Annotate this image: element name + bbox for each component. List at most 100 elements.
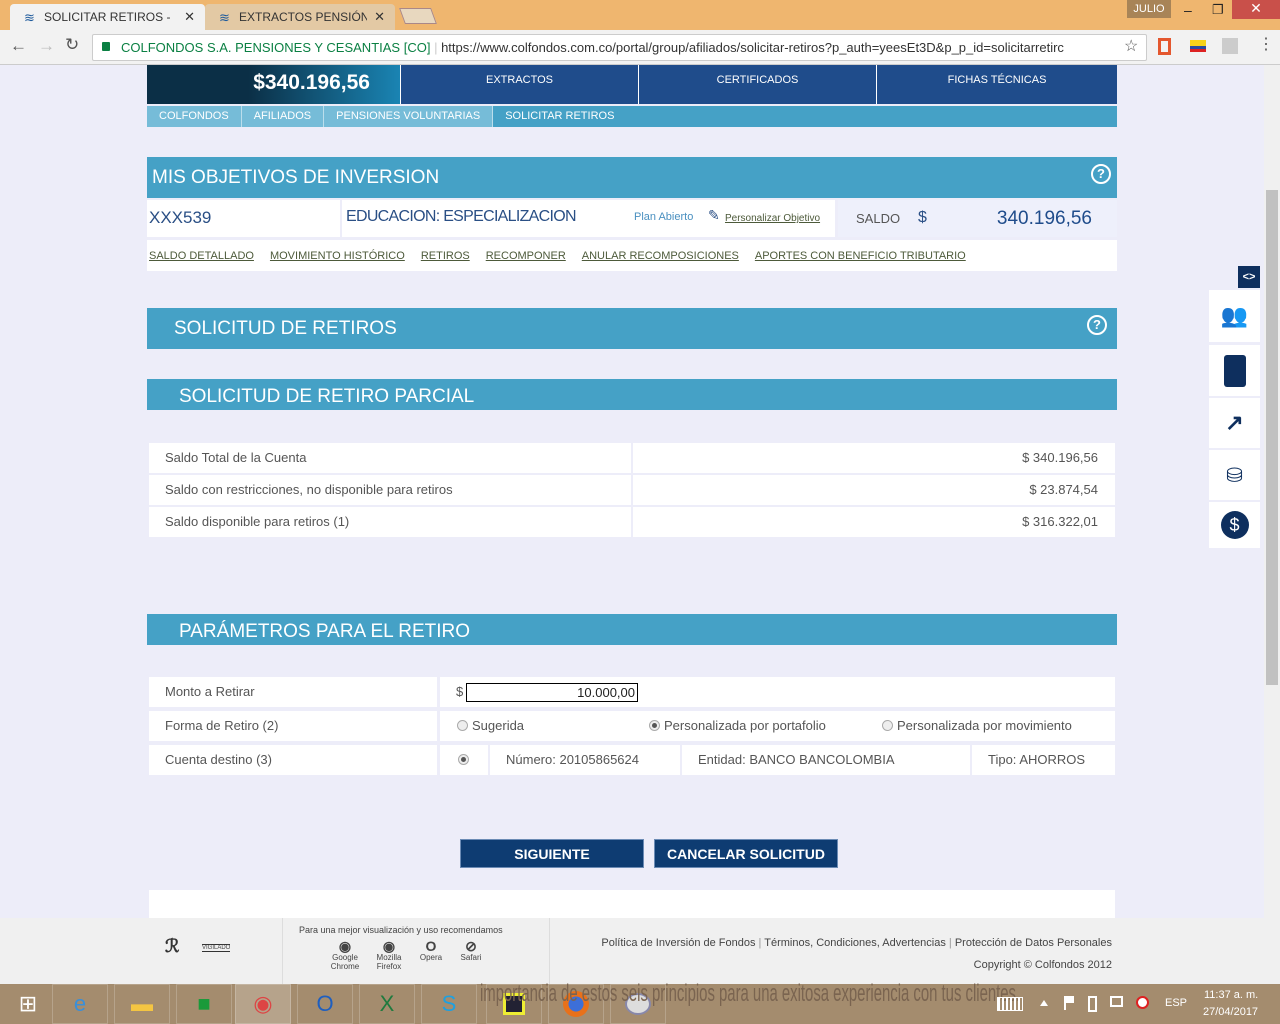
site-identity: COLFONDOS S.A. PENSIONES Y CESANTIAS [CO… [121, 40, 431, 55]
office-extension-icon[interactable] [1158, 38, 1171, 55]
link-proteccion-datos[interactable]: Protección de Datos Personales [954, 937, 1112, 949]
restore-icon[interactable]: ❐ [1212, 2, 1224, 17]
close-tab-icon[interactable]: ✕ [184, 9, 195, 24]
siguiente-button[interactable]: SIGUIENTE [460, 839, 644, 868]
browser-tab-bar: ≋ SOLICITAR RETIROS - Life ✕ ≋ EXTRACTOS PE… [0, 0, 1280, 30]
back-icon[interactable]: ← [10, 36, 27, 55]
notes-box [149, 890, 1115, 918]
breadcrumb-pensiones-voluntarias[interactable]: PENSIONES VOLUNTARIAS [324, 106, 494, 127]
colombia-flag-icon[interactable] [1190, 40, 1206, 52]
advisor-icon[interactable]: 👥 [1209, 290, 1260, 342]
forma-options: Sugerida Personalizada por portafolio Pe… [440, 711, 1115, 741]
colfondos-favicon-icon: ≋ [24, 10, 35, 25]
clock-time[interactable]: 11:37 a. m. [1204, 989, 1259, 1001]
scrollbar-thumb[interactable] [1266, 190, 1278, 685]
paint-taskbar-icon[interactable] [610, 984, 666, 1024]
link-recomponer[interactable]: RECOMPONER [485, 250, 566, 262]
link-aportes-beneficio[interactable]: APORTES CON BENEFICIO TRIBUTARIO [754, 250, 966, 262]
row-value: $ 340.196,56 [633, 443, 1115, 473]
pdf-extension-icon[interactable] [1222, 38, 1238, 54]
chrome-link[interactable]: ◉ Google Chrome [330, 938, 360, 971]
objetivos-header: MIS OBJETIVOS DE INVERSION? [147, 157, 1117, 198]
safari-link[interactable]: ⊘ Safari [460, 938, 482, 962]
header-balance: $340.196,56 [147, 65, 400, 104]
vigilado-text: VIGILADO [202, 944, 231, 952]
plan-type: Plan Abierto [634, 211, 694, 223]
language-indicator[interactable]: ESP [1165, 997, 1188, 1009]
footer: ℛ VIGILADO Para una mejor visualización y… [0, 918, 1264, 984]
cuenta-tipo: Tipo: AHORROS [972, 745, 1115, 775]
firefox-link[interactable]: ◉ Mozilla Firefox [376, 938, 402, 971]
radio-cuenta[interactable] [458, 754, 469, 765]
clock-date[interactable]: 27/04/2017 [1203, 1006, 1259, 1018]
saldo-cell: SALDO $ 340.196,56 [838, 200, 1117, 237]
help-icon[interactable]: ? [1087, 315, 1107, 335]
outlook-taskbar-icon[interactable]: O [297, 984, 353, 1024]
close-tab-icon[interactable]: ✕ [374, 9, 385, 24]
colfondos-favicon-icon: ≋ [219, 10, 230, 25]
menu-icon[interactable]: ⋮ [1258, 36, 1274, 53]
volume-muted-icon[interactable] [1136, 996, 1149, 1009]
url-input[interactable]: COLFONDOS S.A. PENSIONES Y CESANTIAS [CO… [92, 34, 1147, 61]
nav-certificados[interactable]: CERTIFICADOS [638, 65, 876, 104]
saldo-value: 340.196,56 [996, 208, 1092, 229]
cancelar-solicitud-button[interactable]: CANCELAR SOLICITUD [654, 839, 838, 868]
bookmark-star-icon[interactable]: ☆ [1124, 38, 1139, 55]
tab-title: EXTRACTOS PENSIÓN OF [239, 10, 367, 24]
coins-icon[interactable]: ⛁ [1209, 450, 1260, 500]
flag-icon[interactable] [1064, 996, 1074, 1010]
close-window-icon[interactable]: ✕ [1232, 0, 1280, 19]
link-saldo-detallado[interactable]: SALDO DETALLADO [149, 250, 254, 262]
objetivos-title: MIS OBJETIVOS DE INVERSION [152, 167, 440, 188]
new-tab-button[interactable] [399, 8, 437, 24]
row-label: Saldo disponible para retiros (1) [149, 507, 631, 537]
nav-fichas-tecnicas[interactable]: FICHAS TÉCNICAS [876, 65, 1117, 104]
radio-personalizada-portafolio[interactable]: Personalizada por portafolio [649, 711, 826, 741]
dollar-icon[interactable]: $ [1209, 502, 1260, 548]
chrome-taskbar-icon[interactable]: ◉ [235, 984, 291, 1024]
link-retiros[interactable]: RETIROS [420, 250, 470, 262]
edit-icon[interactable]: ✎ [708, 207, 720, 223]
tray-expand-icon[interactable] [1040, 1000, 1048, 1006]
radio-personalizada-movimiento[interactable]: Personalizada por movimiento [882, 711, 1072, 741]
monto-input[interactable]: 10.000,00 [466, 683, 638, 702]
explorer-taskbar-icon[interactable]: ▬ [114, 984, 170, 1024]
radio-label: Sugerida [472, 718, 525, 733]
power-icon[interactable] [1088, 996, 1097, 1012]
page-scrollbar[interactable] [1264, 65, 1280, 984]
radio-sugerida[interactable]: Sugerida [457, 711, 524, 741]
opera-link[interactable]: O Opera [419, 938, 443, 962]
personalize-objective-link[interactable]: Personalizar Objetivo [725, 213, 821, 224]
solicitud-header: SOLICITUD DE RETIROS? [147, 308, 1117, 349]
monto-cell: $ 10.000,00 [440, 677, 1115, 707]
profile-name[interactable]: JULIO [1127, 0, 1171, 18]
minimize-icon[interactable]: – [1184, 2, 1192, 18]
reload-icon[interactable]: ↻ [65, 35, 80, 54]
tab-solicitar-retiros[interactable]: ≋ SOLICITAR RETIROS - Life ✕ [10, 4, 205, 30]
excel-taskbar-icon[interactable]: X [359, 984, 415, 1024]
network-icon[interactable] [1110, 996, 1123, 1007]
breadcrumb-colfondos[interactable]: COLFONDOS [147, 106, 242, 127]
chart-growth-icon[interactable]: ↗ [1209, 398, 1260, 448]
wallpaper-text: importancia de estos seis principios par… [480, 980, 1021, 1007]
recommend-text: Para una mejor visualización y uso recom… [299, 925, 503, 935]
ie-taskbar-icon[interactable]: e [52, 984, 108, 1024]
toggle-sidebar-icon[interactable]: <> [1238, 266, 1260, 288]
help-icon[interactable]: ? [1091, 164, 1111, 184]
start-button[interactable]: ⊞ [18, 991, 38, 1016]
breadcrumb-afiliados[interactable]: AFILIADOS [242, 106, 325, 127]
tab-extractos[interactable]: ≋ EXTRACTOS PENSIÓN OF ✕ [205, 4, 395, 30]
link-terminos[interactable]: Términos, Condiciones, Advertencias [764, 937, 946, 949]
keyboard-icon[interactable] [997, 997, 1023, 1011]
nav-extractos[interactable]: EXTRACTOS [400, 65, 638, 104]
objective-cell: EDUCACION: ESPECIALIZACION Plan Abierto … [342, 200, 835, 237]
forward-icon[interactable]: → [38, 36, 55, 55]
skype-taskbar-icon[interactable]: S [421, 984, 477, 1024]
link-politica[interactable]: Política de Inversión de Fondos [601, 937, 756, 949]
radio-label: Personalizada por portafolio [664, 718, 826, 733]
cuenta-label: Cuenta destino (3) [149, 745, 437, 775]
store-taskbar-icon[interactable]: ■ [176, 984, 232, 1024]
calculator-icon[interactable] [1209, 345, 1260, 396]
link-anular-recomposiciones[interactable]: ANULAR RECOMPOSICIONES [581, 250, 739, 262]
link-movimiento-historico[interactable]: MOVIMIENTO HISTÓRICO [269, 250, 405, 262]
